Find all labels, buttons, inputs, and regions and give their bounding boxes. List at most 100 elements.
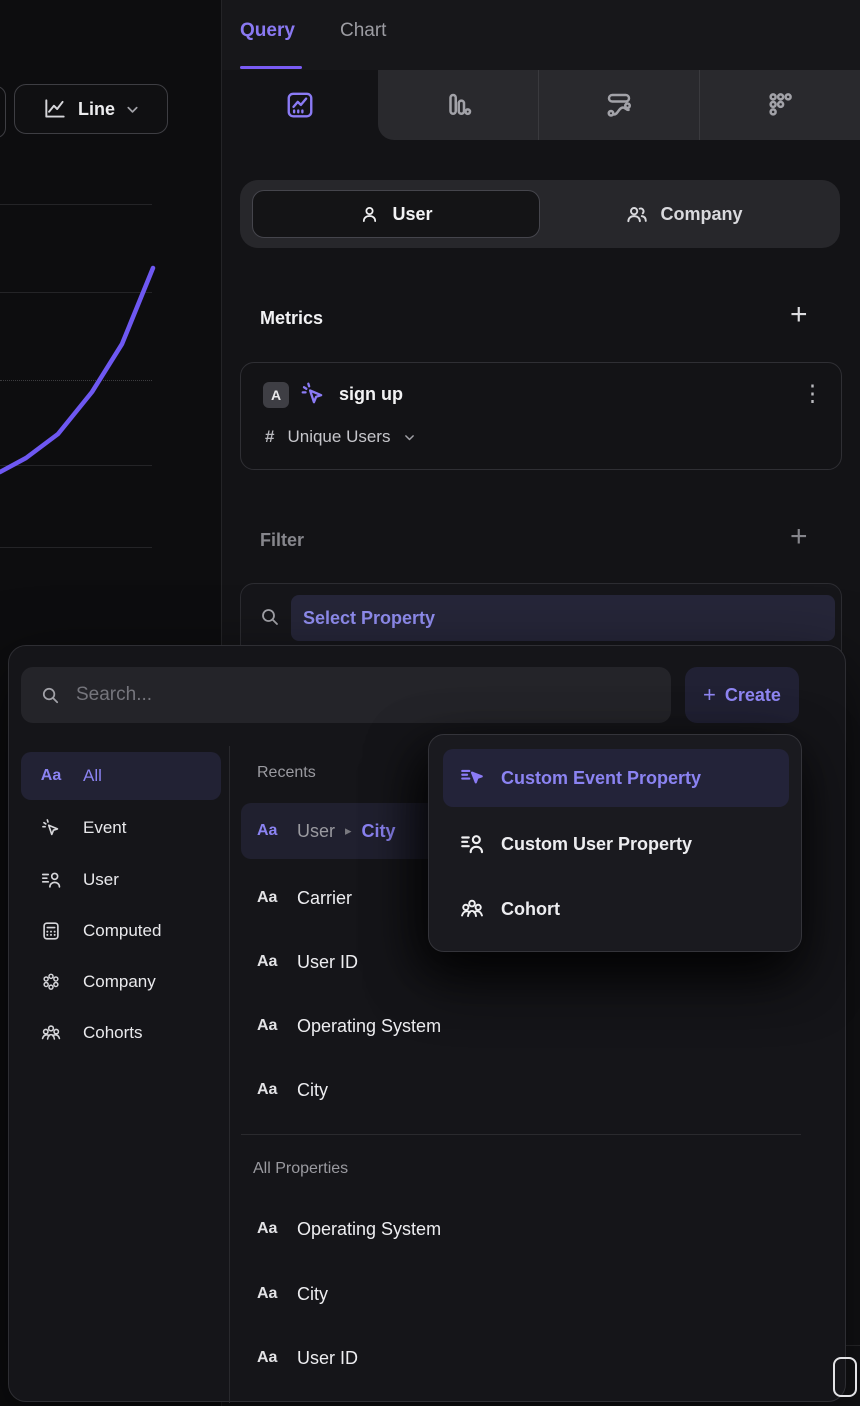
kebab-menu-icon[interactable]: ⋮ [801,380,824,406]
picker-column-divider [229,746,230,1403]
cohort-icon [459,896,485,922]
property-label: Carrier [297,887,353,908]
breadcrumb-arrow-icon: ▸ [345,823,352,838]
event-icon [299,380,327,408]
toggle-user[interactable]: User [252,190,540,238]
property-item[interactable]: Aa City [241,1271,801,1317]
line-series [0,265,156,475]
metrics-title: Metrics [260,308,324,328]
charttype-tab-insights[interactable] [222,70,378,140]
retention-dots-icon [765,90,795,120]
recent-item[interactable]: Aa Carrier [241,875,801,921]
aa-icon: Aa [257,822,278,839]
aa-icon: Aa [257,1349,278,1366]
metric-event-name: sign up [339,384,403,404]
recent-item[interactable]: Aa City [241,1067,801,1113]
create-button-label: Create [724,684,781,705]
picker-section-divider [241,1134,801,1135]
picker-search-bar[interactable] [21,667,671,723]
line-chart-icon [42,96,68,122]
category-label: Event [83,818,127,837]
select-property-label: Select Property [303,607,436,628]
all-properties-title: All Properties [253,1160,349,1177]
filter-title: Filter [260,530,305,550]
metric-card[interactable]: A sign up ⋮ # Unique Users [240,362,842,470]
category-label: Cohorts [83,1023,143,1042]
category-event[interactable]: Event [21,804,221,852]
charttype-tab-group [378,70,860,140]
menu-item-custom-event-property[interactable]: Custom Event Property [443,749,789,807]
create-menu: Custom Event Property Custom User Proper… [428,734,802,952]
category-cohorts[interactable]: Cohorts [21,1009,221,1057]
chart-gridline-dotted [0,380,152,381]
recent-scope: User [297,820,336,841]
add-metric-button[interactable]: + [790,298,808,331]
property-picker-overlay: + Create Aa All Event User Computed [8,645,846,1403]
property-label: City [297,1079,328,1100]
category-company[interactable]: Company [21,958,221,1006]
aa-icon: Aa [257,1285,278,1302]
select-property-field[interactable]: Select Property [291,595,835,641]
property-label: Operating System [297,1015,442,1036]
category-all[interactable]: Aa All [21,752,221,800]
aggregation-selector[interactable]: # Unique Users [265,427,416,447]
custom-user-property-icon [459,831,485,857]
active-tab-underline [240,66,302,69]
custom-event-property-icon [459,765,485,791]
query-panel-header [222,0,860,70]
menu-item-label: Custom User Property [501,833,693,854]
category-label: Company [83,972,156,991]
aa-icon: Aa [257,953,278,970]
charttype-tab-flows[interactable] [538,70,699,140]
company-cluster-icon [39,971,63,993]
recents-title: Recents [257,764,316,781]
chart-gridline [0,465,152,466]
category-computed[interactable]: Computed [21,907,221,955]
chart-type-label: Line [77,98,115,119]
charttype-tab-retention[interactable] [699,70,860,140]
toggle-company-label: Company [660,203,743,224]
tab-chart[interactable]: Chart [340,20,387,41]
flows-icon [604,90,634,120]
search-icon [258,605,282,629]
category-user[interactable]: User [21,856,221,904]
insights-line-icon [285,90,315,120]
menu-item-label: Cohort [501,898,560,919]
chart-gridline [0,292,152,293]
toggle-company[interactable]: Company [540,190,828,238]
property-label: User ID [297,1347,359,1368]
property-item[interactable]: Aa Operating System [241,1206,801,1252]
menu-item-custom-user-property[interactable]: Custom User Property [443,815,789,873]
add-filter-button[interactable]: + [790,520,808,553]
people-icon [625,203,648,226]
aa-icon: Aa [257,1220,278,1237]
clipped-toolbar-button[interactable] [0,86,6,138]
recent-item[interactable]: Aa Operating System [241,1003,801,1049]
category-label: Computed [83,921,162,940]
search-icon [39,684,62,707]
clipped-background-element [833,1357,857,1397]
cohorts-icon [39,1022,63,1044]
category-label: All [83,766,102,785]
tab-query[interactable]: Query [240,20,295,41]
aa-icon: Aa [257,1081,278,1098]
aa-icon: Aa [257,1017,278,1034]
recent-item[interactable]: Aa User ID [241,939,801,985]
recent-property: City [361,820,396,841]
person-icon [359,204,380,225]
picker-search-input[interactable] [76,684,616,706]
property-label: User ID [297,951,359,972]
hash-icon: # [265,427,275,446]
property-item[interactable]: Aa User ID [241,1335,801,1381]
create-button[interactable]: + Create [685,667,799,723]
charttype-tab-funnels[interactable] [378,70,538,140]
aggregation-label: Unique Users [287,427,391,446]
toggle-user-label: User [392,203,433,224]
category-label: User [83,870,119,889]
series-letter-badge: A [263,382,289,408]
aa-icon: Aa [257,889,278,906]
property-label: Operating System [297,1218,442,1239]
chart-type-dropdown[interactable]: Line [14,84,168,134]
menu-item-cohort[interactable]: Cohort [443,880,789,938]
